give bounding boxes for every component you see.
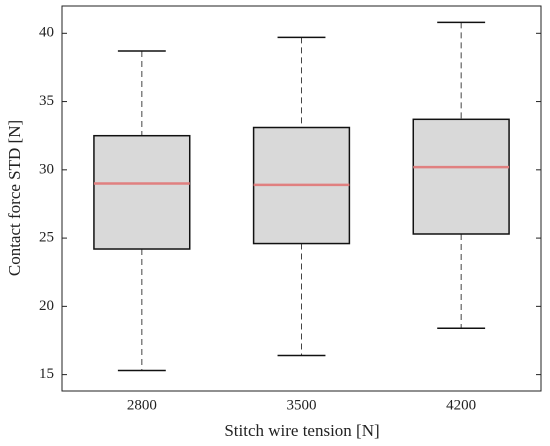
y-tick-label: 20 — [39, 298, 54, 314]
y-tick-label: 30 — [39, 161, 54, 177]
plot-frame — [61, 5, 542, 392]
x-axis-label: Stitch wire tension [N] — [224, 421, 379, 440]
x-tick-label: 4200 — [446, 397, 476, 413]
y-tick-label: 15 — [39, 366, 54, 382]
x-tick-label: 2800 — [127, 397, 157, 413]
y-axis-label: Contact force STD [N] — [5, 120, 24, 276]
x-tick-label: 3500 — [287, 397, 317, 413]
box — [93, 134, 191, 250]
y-tick-label: 25 — [39, 230, 54, 246]
y-tick-label: 35 — [39, 93, 54, 109]
box — [412, 118, 510, 235]
y-tick-label: 40 — [39, 25, 54, 41]
